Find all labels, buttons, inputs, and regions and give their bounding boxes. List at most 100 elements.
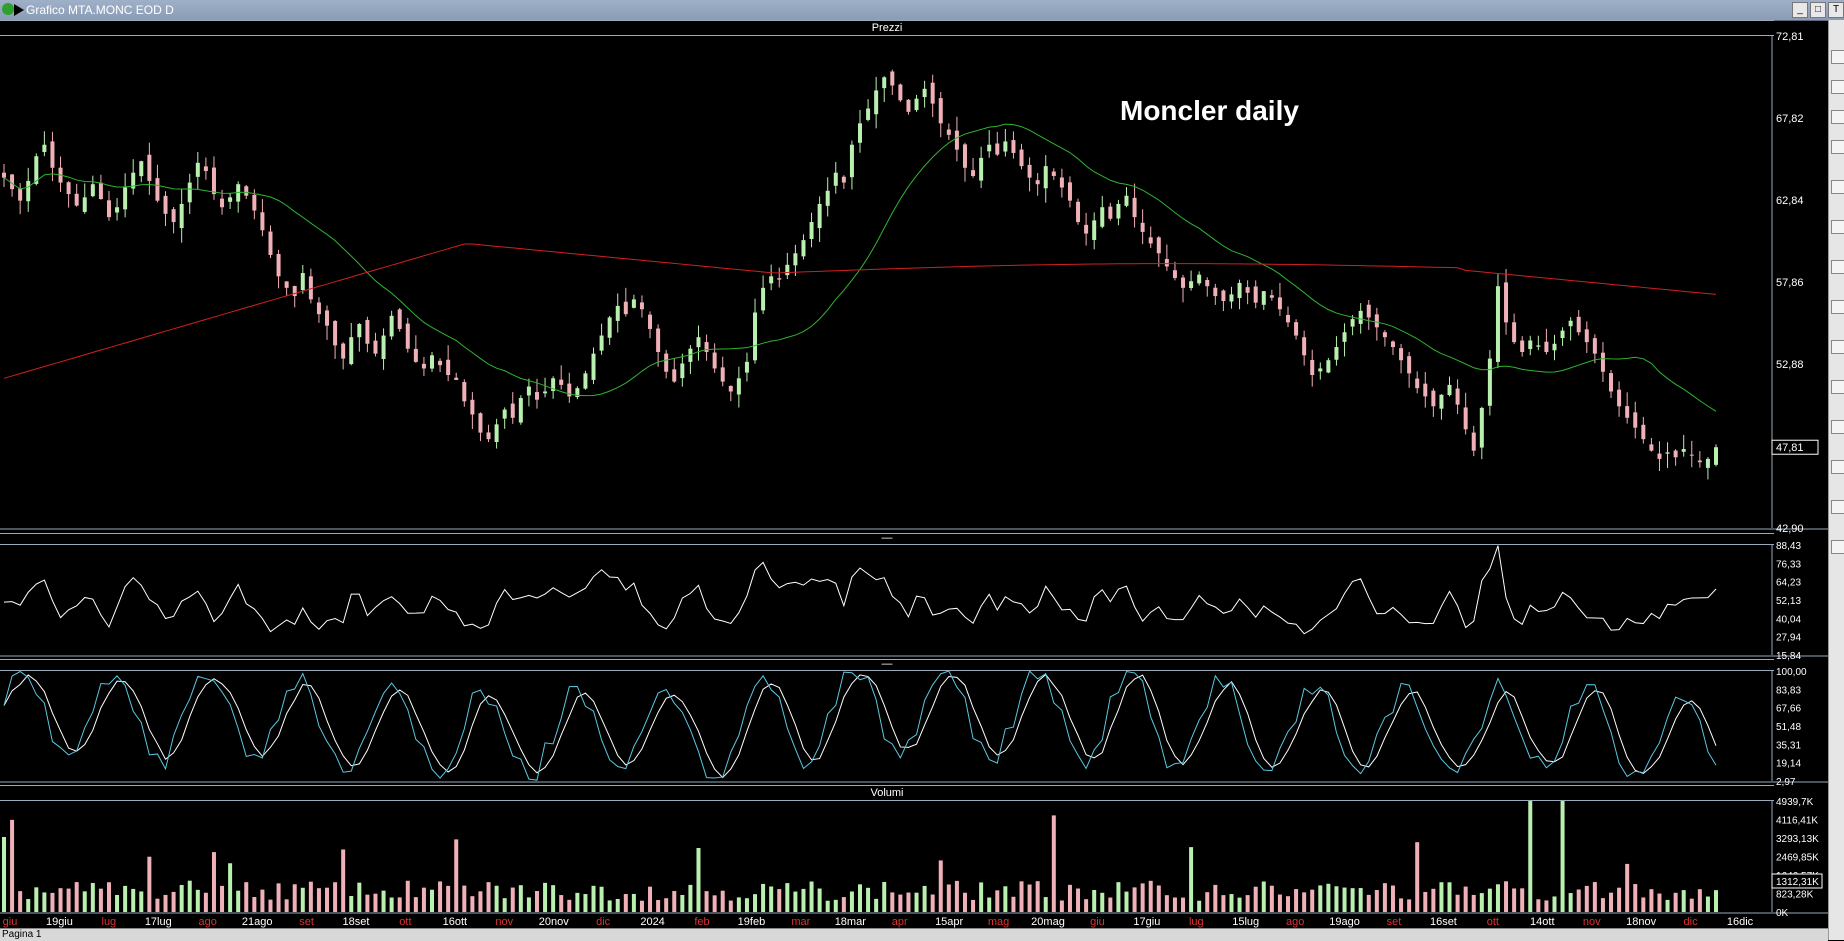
y-tick-label: 4939,7K — [1776, 797, 1814, 808]
color-tool-icon[interactable] — [1831, 180, 1844, 194]
candle-body — [1633, 412, 1638, 428]
volume-bar — [890, 892, 895, 912]
volume-bar — [801, 888, 806, 912]
candle-body — [1084, 224, 1089, 234]
chart-annotation: Moncler daily — [1120, 95, 1299, 126]
candle-body — [696, 337, 701, 348]
line-tool-icon[interactable] — [1831, 220, 1844, 234]
candle-body — [1318, 368, 1323, 372]
fibonacci-tool-icon[interactable] — [1831, 340, 1844, 354]
volume-bar — [543, 882, 548, 912]
stoch-d-line — [3, 673, 1717, 779]
volume-bar — [284, 899, 289, 912]
candle-body — [801, 240, 806, 257]
text-tool-icon[interactable] — [1831, 420, 1844, 434]
zoom-tool-icon[interactable] — [1831, 140, 1844, 154]
volume-bar — [74, 882, 79, 912]
candle-body — [639, 302, 644, 310]
candle-body — [333, 321, 338, 346]
candle-body — [147, 154, 152, 181]
minimize-button[interactable]: _ — [1792, 2, 1808, 18]
volume-bar — [18, 891, 23, 912]
candle-body — [430, 355, 434, 369]
x-tick-label: set — [1387, 916, 1402, 928]
candle-body — [882, 77, 887, 89]
candle-body — [195, 162, 200, 177]
channel-tool-icon[interactable] — [1831, 260, 1844, 274]
x-tick-label: 21ago — [242, 916, 273, 928]
text-tool-button[interactable]: T — [1828, 2, 1844, 18]
volume-bar — [1665, 899, 1670, 912]
export-tool-icon[interactable] — [1831, 540, 1844, 554]
stoch-panel-title: — — [0, 659, 1774, 671]
x-tick-label: 15lug — [1232, 916, 1259, 928]
volume-bar — [1156, 885, 1161, 912]
volume-bar — [155, 898, 160, 912]
candle-body — [987, 144, 992, 152]
candle-body — [930, 82, 935, 104]
volume-bar — [1471, 894, 1476, 912]
candle-body — [704, 342, 709, 352]
volume-bar — [1140, 883, 1145, 912]
volume-bar — [1067, 884, 1072, 912]
y-tick-label: 19,14 — [1776, 759, 1801, 770]
candle-body — [971, 170, 976, 176]
y-tick-label: 35,31 — [1776, 740, 1801, 751]
volume-bar — [1415, 842, 1420, 912]
candle-body — [90, 184, 95, 197]
volume-bar — [1294, 889, 1299, 912]
y-tick-label: 57,86 — [1776, 277, 1804, 289]
candle-body — [26, 180, 31, 202]
volume-bar — [405, 880, 410, 912]
volume-bar — [744, 898, 749, 912]
y-tick-label: 72,81 — [1776, 31, 1804, 43]
y-tick-label: 823,28K — [1776, 890, 1814, 901]
volume-bar — [720, 890, 725, 912]
candle-body — [276, 254, 281, 277]
candle-body — [1423, 383, 1428, 397]
volume-bar — [583, 894, 588, 912]
candle-body — [98, 182, 103, 200]
candle-body — [397, 309, 402, 329]
volume-bar — [680, 894, 685, 912]
volume-bar — [849, 891, 854, 912]
candle-body — [866, 108, 871, 120]
window-titlebar: Grafico MTA.MONC EOD D _ □ T — [0, 0, 1844, 21]
volume-bar — [454, 839, 459, 912]
volume-bar — [1076, 888, 1081, 912]
candle-body — [1471, 432, 1476, 451]
volume-bar — [1358, 888, 1363, 912]
x-tick-label: 19ago — [1329, 916, 1360, 928]
chart-canvas[interactable]: 72,81 67,82 62,84 57,86 52,88 47,81 42,90 88,43… — [0, 0, 1828, 928]
trendline-tool-icon[interactable] — [1831, 110, 1844, 124]
candle-body — [373, 340, 378, 354]
volume-bar — [1568, 893, 1573, 912]
candle-body — [187, 182, 192, 203]
x-tick-label: set — [299, 916, 314, 928]
volume-bar — [971, 899, 976, 912]
last-volume-label: 1312,31K — [1776, 877, 1819, 888]
crosshair-tool-icon[interactable] — [1831, 80, 1844, 94]
x-tick-label: giu — [3, 916, 18, 928]
cursor-tool-icon[interactable] — [1831, 50, 1844, 64]
volume-bar — [147, 856, 152, 912]
volume-bar — [1641, 897, 1646, 912]
maximize-button[interactable]: □ — [1810, 2, 1826, 18]
page-tab[interactable]: Pagina 1 — [2, 929, 42, 940]
last-price-label: 47,81 — [1776, 442, 1804, 454]
volume-bar — [236, 890, 241, 912]
volume-bar — [486, 882, 491, 912]
volume-bar — [1600, 898, 1605, 912]
settings-tool-icon[interactable] — [1831, 460, 1844, 474]
arrow-tool-icon[interactable] — [1831, 380, 1844, 394]
volume-bar — [494, 885, 499, 912]
grid-tool-icon[interactable] — [1831, 500, 1844, 514]
candle-body — [1512, 322, 1517, 343]
volume-bar — [357, 882, 362, 912]
volume-bar — [163, 894, 168, 912]
candle-body — [1269, 295, 1274, 298]
candle-body — [1714, 447, 1718, 465]
rectangle-tool-icon[interactable] — [1831, 300, 1844, 314]
volume-bar — [1027, 884, 1032, 912]
candle-body — [954, 130, 959, 150]
